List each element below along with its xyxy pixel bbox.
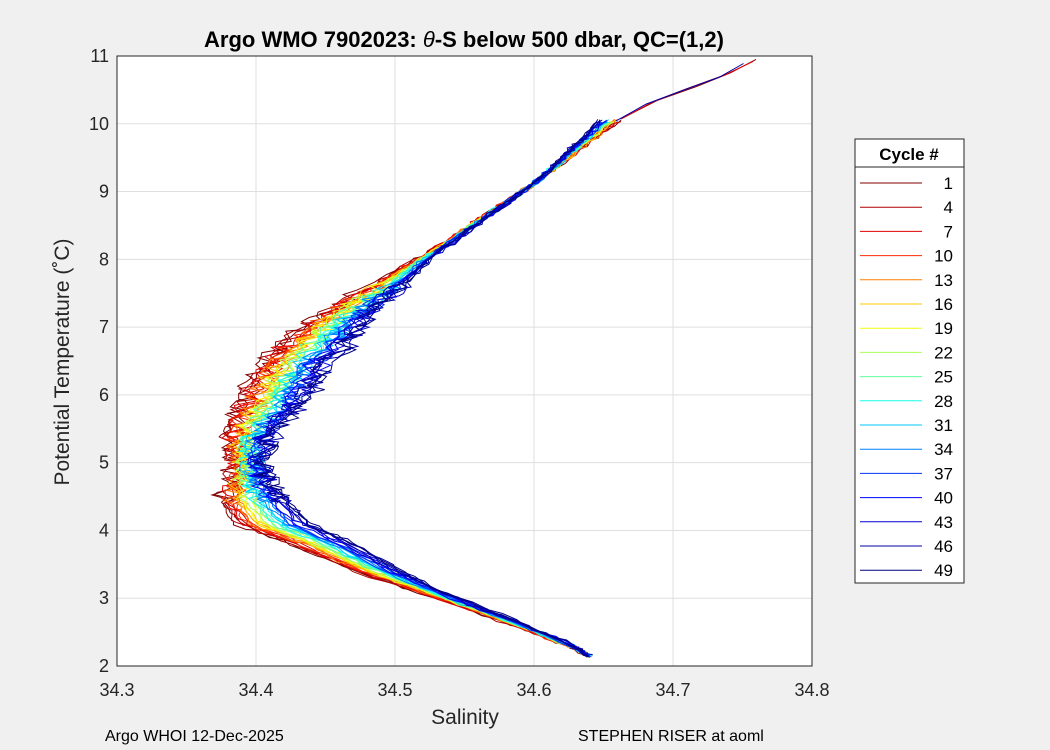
series-line-cycle-28 xyxy=(238,121,610,658)
legend-label-43: 43 xyxy=(934,513,953,532)
legend-label-13: 13 xyxy=(934,271,953,290)
x-tick-label: 34.3 xyxy=(99,680,134,700)
legend-label-40: 40 xyxy=(934,489,953,508)
legend-label-28: 28 xyxy=(934,392,953,411)
y-tick-label: 3 xyxy=(99,588,109,608)
x-tick-label: 34.4 xyxy=(238,680,273,700)
x-tick-labels: 34.3 34.4 34.5 34.6 34.7 34.8 xyxy=(99,680,829,700)
legend-label-49: 49 xyxy=(934,561,953,580)
legend-label-25: 25 xyxy=(934,368,953,387)
x-tick-label: 34.7 xyxy=(655,680,690,700)
legend-label-7: 7 xyxy=(944,222,953,241)
x-axis-label: Salinity xyxy=(431,706,499,729)
x-tick-label: 34.5 xyxy=(377,680,412,700)
legend: Cycle # 1 4 7 10 13 16 19 22 25 28 31 34 37 40 43 46 49 xyxy=(854,138,965,584)
legend-label-34: 34 xyxy=(934,440,953,459)
legend-label-37: 37 xyxy=(934,464,953,483)
y-tick-label: 8 xyxy=(99,249,109,269)
y-axis-label: Potential Temperature (˚C) xyxy=(51,238,74,485)
y-tick-label: 7 xyxy=(99,317,109,337)
y-tick-label: 6 xyxy=(99,385,109,405)
y-tick-labels: 2 3 4 5 6 7 8 9 10 11 xyxy=(89,46,109,676)
series-line-cycle-40 xyxy=(247,119,601,658)
x-tick-label: 34.8 xyxy=(794,680,829,700)
chart-title: Argo WMO 7902023: θ-S below 500 dbar, QC… xyxy=(204,27,724,52)
y-tick-label: 5 xyxy=(99,453,109,473)
x-tick-label: 34.6 xyxy=(516,680,551,700)
series-line-cycle-49 xyxy=(258,119,603,657)
legend-label-31: 31 xyxy=(934,416,953,435)
legend-items: 1 4 7 10 13 16 19 22 25 28 31 34 37 40 43 46 49 xyxy=(860,174,953,580)
legend-box xyxy=(854,138,965,584)
legend-label-46: 46 xyxy=(934,537,953,556)
legend-label-19: 19 xyxy=(934,319,953,338)
plot-area xyxy=(117,56,812,666)
legend-label-16: 16 xyxy=(934,295,953,314)
legend-label-22: 22 xyxy=(934,343,953,362)
y-tick-label: 4 xyxy=(99,520,109,540)
series-group xyxy=(210,58,757,658)
legend-label-1: 1 xyxy=(944,174,953,193)
series-line-cycle-49 xyxy=(254,121,597,658)
series-line-extension xyxy=(615,63,744,122)
legend-title: Cycle # xyxy=(879,145,939,164)
legend-label-4: 4 xyxy=(944,198,953,217)
y-tick-label: 2 xyxy=(99,656,109,676)
footer-right: STEPHEN RISER at aoml xyxy=(578,728,764,745)
legend-label-10: 10 xyxy=(934,247,953,266)
y-tick-label: 11 xyxy=(90,46,109,66)
y-tick-label: 9 xyxy=(99,182,109,202)
footer-left: Argo WHOI 12-Dec-2025 xyxy=(105,728,284,745)
plot-border xyxy=(116,55,813,667)
y-tick-label: 10 xyxy=(89,114,109,134)
